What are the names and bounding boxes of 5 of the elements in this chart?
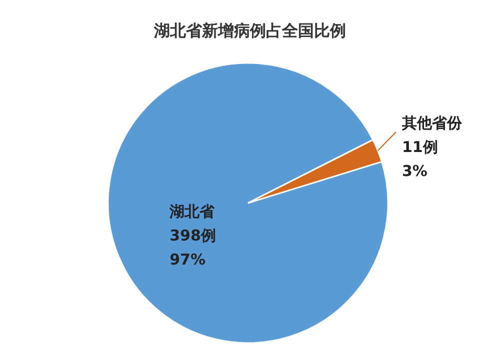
data-label: 11例 3%: [402, 138, 438, 180]
slice-label: 其他省份: [401, 114, 463, 132]
data-label: 398例 97%: [170, 226, 216, 269]
chart-title: 湖北省新增病例占全国比例: [153, 21, 346, 40]
slice-label: 湖北省: [168, 202, 216, 221]
